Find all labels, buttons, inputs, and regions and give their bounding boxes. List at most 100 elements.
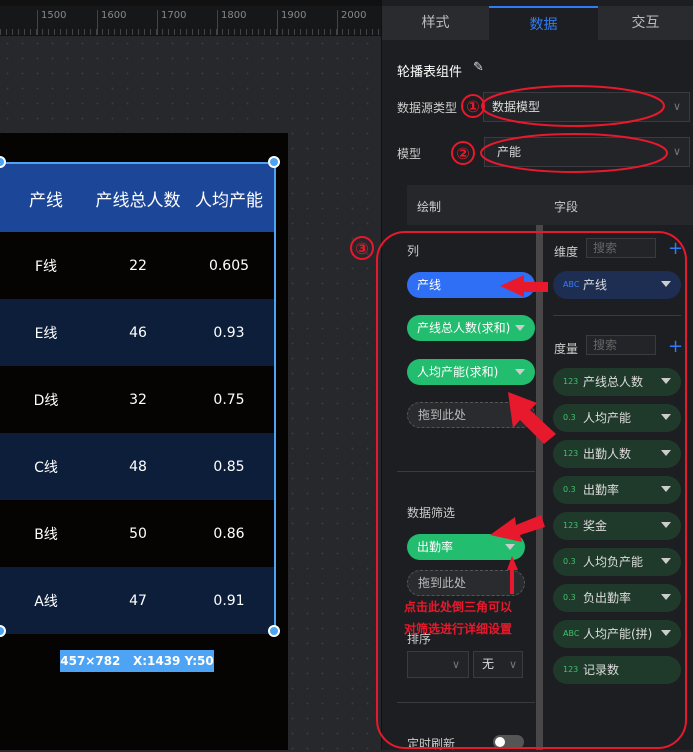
- resize-handle[interactable]: [268, 625, 280, 637]
- top-bar: [0, 0, 381, 6]
- divider: [397, 471, 535, 472]
- caret-down-icon[interactable]: [661, 378, 671, 384]
- resize-handle[interactable]: [268, 156, 280, 168]
- string-type-icon: ABC: [563, 629, 580, 638]
- number-type-icon: 123: [563, 665, 579, 674]
- ruler-label: 1900: [277, 10, 306, 35]
- pill-label: 出勤率: [417, 540, 454, 554]
- header-cell: 人均产能: [195, 190, 263, 211]
- carousel-table[interactable]: 产线 产线总人数 人均产能 F线 22 0.605 E线 46 0.93 D线 32 0.75 C…: [0, 162, 276, 634]
- marker-2: ②: [456, 144, 470, 163]
- red-arrow-icon: [500, 275, 548, 297]
- measure-pill[interactable]: 123 出勤人数: [553, 440, 681, 468]
- sort-order-select[interactable]: 无 ∨: [473, 651, 523, 678]
- chevron-down-icon: ∨: [672, 100, 681, 113]
- dimension-pill[interactable]: ABC 产线: [553, 271, 681, 299]
- caret-down-icon[interactable]: [661, 522, 671, 528]
- component-title: 轮播表组件: [397, 65, 463, 80]
- datasource-label: 数据源类型: [397, 101, 458, 115]
- number-type-icon: 123: [563, 521, 579, 530]
- measure-pill[interactable]: 0.3 出勤率: [553, 476, 681, 504]
- table-row: A线 47 0.91: [0, 567, 274, 634]
- measure-pill[interactable]: 0.3 负出勤率: [553, 584, 681, 612]
- pill-label: 人均产能(拼): [583, 627, 653, 641]
- caret-down-icon[interactable]: [661, 450, 671, 456]
- caret-down-icon[interactable]: [661, 594, 671, 600]
- pill-label: 记录数: [583, 663, 620, 677]
- divider: [397, 702, 535, 703]
- tab-interaction[interactable]: 交互: [598, 6, 693, 40]
- table-cell: 0.86: [213, 525, 245, 542]
- dimension-search-input[interactable]: 搜索: [586, 238, 656, 258]
- marker-1: ①: [466, 97, 480, 116]
- measure-pill[interactable]: ABC 人均产能(拼): [553, 620, 681, 648]
- chevron-down-icon: ∨: [672, 145, 681, 158]
- annotation-note-line2: 对筛选进行详细设置: [404, 622, 513, 636]
- table-cell: 46: [129, 324, 147, 341]
- pill-label: 人均产能(求和): [417, 365, 499, 379]
- measure-pill[interactable]: 123 记录数: [553, 656, 681, 684]
- caret-down-icon[interactable]: [661, 558, 671, 564]
- add-measure-plus-icon[interactable]: +: [668, 336, 684, 357]
- auto-refresh-toggle[interactable]: [493, 735, 524, 749]
- sort-order-value: 无: [482, 657, 495, 671]
- caret-down-icon[interactable]: [661, 281, 671, 287]
- table-row: C线 48 0.85: [0, 433, 274, 500]
- annotation-marker: [451, 141, 475, 165]
- draw-header: 绘制: [417, 200, 442, 214]
- caret-down-icon[interactable]: [661, 486, 671, 492]
- annotation-note-line1: 点击此处倒三角可以: [404, 600, 513, 614]
- caret-down-icon[interactable]: [661, 630, 671, 636]
- chevron-down-icon: ∨: [451, 658, 460, 671]
- table-row: B线 50 0.86: [0, 500, 274, 567]
- position-label: X:1439 Y:50: [132, 654, 214, 668]
- model-value: 产能: [497, 145, 522, 159]
- table-cell: 50: [129, 525, 147, 542]
- number-type-icon: 123: [563, 377, 579, 386]
- table-cell: 0.93: [213, 324, 245, 341]
- annotation-marker: [350, 236, 374, 260]
- edit-pencil-icon[interactable]: ✎: [473, 60, 484, 75]
- datasource-select[interactable]: 数据模型 ∨: [483, 92, 690, 122]
- header-cell: 产线总人数: [95, 190, 181, 211]
- string-type-icon: ABC: [563, 280, 580, 289]
- number-type-icon: 123: [563, 449, 579, 458]
- pill-label: 出勤人数: [583, 447, 632, 461]
- annotation-ellipse: [481, 85, 665, 127]
- annotation-marker: [461, 94, 485, 118]
- column-pill[interactable]: 人均产能(求和): [407, 359, 535, 385]
- table-cell: 22: [129, 257, 147, 274]
- tab-data[interactable]: 数据: [489, 6, 598, 40]
- ruler-label: 1800: [217, 10, 246, 35]
- measure-pill[interactable]: 123 产线总人数: [553, 368, 681, 396]
- horizontal-ruler: 1500 1600 1700 1800 1900 2000: [0, 6, 381, 36]
- annotation-ellipse: [480, 133, 668, 173]
- column-splitter[interactable]: [536, 225, 543, 750]
- resize-handle[interactable]: [0, 156, 6, 168]
- add-dimension-plus-icon[interactable]: +: [668, 238, 684, 259]
- measure-search-input[interactable]: 搜索: [586, 335, 656, 355]
- caret-down-icon[interactable]: [515, 325, 525, 331]
- caret-down-icon[interactable]: [505, 544, 515, 550]
- caret-down-icon[interactable]: [515, 369, 525, 375]
- field-header: 字段: [554, 200, 579, 214]
- number-type-icon: 0.3: [563, 557, 576, 566]
- caret-down-icon[interactable]: [661, 414, 671, 420]
- measure-pill[interactable]: 0.3 人均负产能: [553, 548, 681, 576]
- pill-label: 奖金: [583, 519, 608, 533]
- tab-style[interactable]: 样式: [382, 6, 489, 40]
- sort-label: 排序: [407, 632, 432, 646]
- resize-handle[interactable]: [0, 625, 6, 637]
- table-cell: 48: [129, 458, 147, 475]
- pill-label: 产线总人数(求和): [417, 321, 511, 335]
- measure-pill[interactable]: 0.3 人均产能: [553, 404, 681, 432]
- sort-field-select[interactable]: ∨: [407, 651, 469, 678]
- divider: [553, 315, 681, 316]
- column-pill[interactable]: 产线总人数(求和): [407, 315, 535, 341]
- table-cell: E线: [34, 325, 58, 342]
- measure-label: 度量: [554, 342, 579, 356]
- measure-pill[interactable]: 123 奖金: [553, 512, 681, 540]
- ruler-label: 1500: [37, 10, 66, 35]
- filter-drop-zone[interactable]: 拖到此处: [407, 570, 525, 596]
